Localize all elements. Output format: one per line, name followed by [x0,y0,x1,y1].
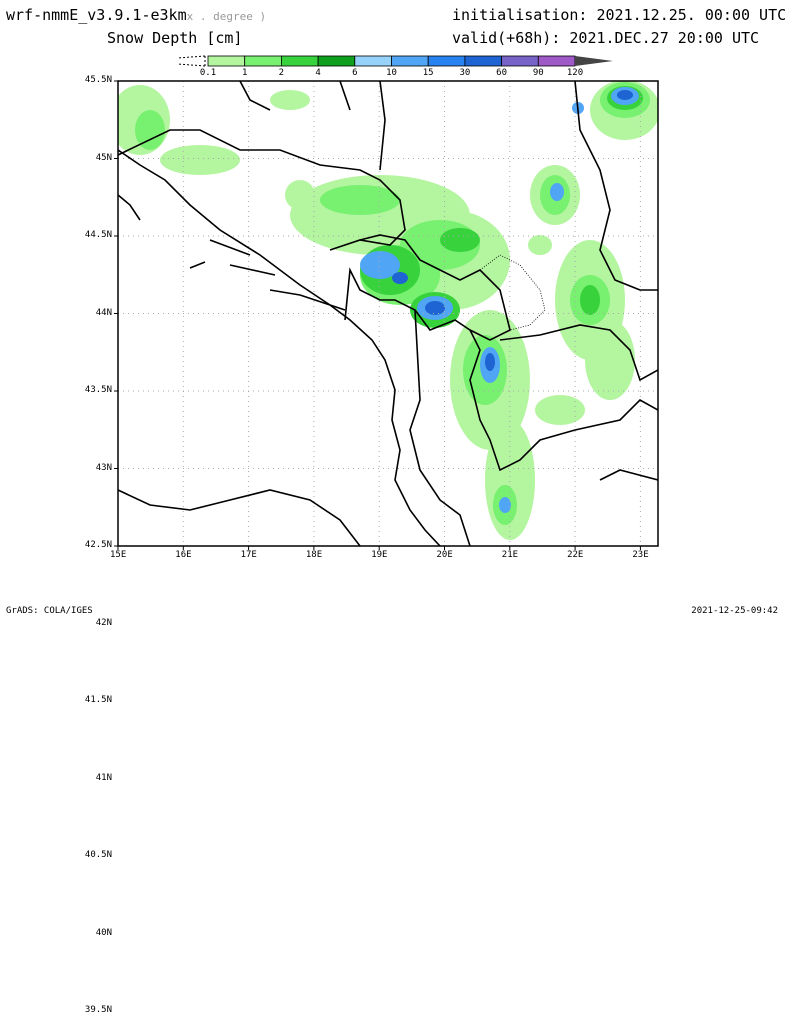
plot-canvas: wrf-nmmE_v3.9.1-e3kmx . degree ) Snow De… [6,6,787,1015]
lon-label: 21E [501,550,519,560]
colorbar-label: 120 [566,68,584,78]
valid-time: valid(+68h): 2021.DEC.27 20:00 UTC [452,29,760,47]
map-plot [114,80,659,550]
colorbar [177,55,613,67]
colorbar-label: 6 [352,68,358,78]
lat-label: 41N [95,772,112,783]
footer-timestamp: 2021-12-25-09:42 [691,606,778,616]
init-time: initialisation: 2021.12.25. 00:00 UTC [452,6,787,24]
model-title: wrf-nmmE_v3.9.1-e3km [6,6,187,24]
colorbar-label: 1 [241,68,248,78]
lon-label: 17E [240,550,257,560]
snow-depth-field [118,81,658,540]
colorbar-label: 30 [459,68,471,78]
colorbar-label: 15 [422,68,434,78]
lat-label: 42N [95,617,112,628]
title-row: wrf-nmmE_v3.9.1-e3kmx . degree ) [6,6,266,24]
lon-label: 23E [632,550,649,560]
colorbar-label: 90 [532,68,544,78]
colorbar-label: 10 [386,68,397,78]
colorbar-label: 0.1 [199,68,217,78]
lat-label: 39.5N [84,1005,112,1015]
lat-label: 41.5N [84,695,112,705]
lat-label: 40.5N [84,850,112,860]
lat-label: 45N [95,152,112,163]
lat-label: 44N [95,307,112,318]
kosovo-border [479,254,546,331]
projection-note: x . degree ) [186,10,267,23]
lon-label: 22E [567,550,584,560]
lon-label: 15E [110,550,127,560]
coastlines-borders [118,81,658,546]
lon-label: 19E [371,550,388,560]
field-title: Snow Depth [cm] [107,29,243,47]
colorbar-label: 60 [496,68,508,78]
colorbar-overflow [575,56,613,66]
lat-label: 45.5N [84,75,112,85]
lat-label: 40N [95,927,112,938]
footer-credit: GrADS: COLA/IGES [6,606,93,616]
axis-ticks [114,80,641,550]
lat-label: 43.5N [84,385,112,395]
lon-label: 20E [436,550,453,560]
lon-label: 18E [305,550,323,560]
colorbar-underflow [177,55,206,67]
colorbar-label: 4 [315,68,321,78]
lat-label: 44.5N [84,230,112,240]
lat-label: 42.5N [84,540,112,550]
colorbar-label: 2 [278,68,285,78]
lon-label: 16E [175,550,192,560]
lat-label: 43N [95,462,112,473]
